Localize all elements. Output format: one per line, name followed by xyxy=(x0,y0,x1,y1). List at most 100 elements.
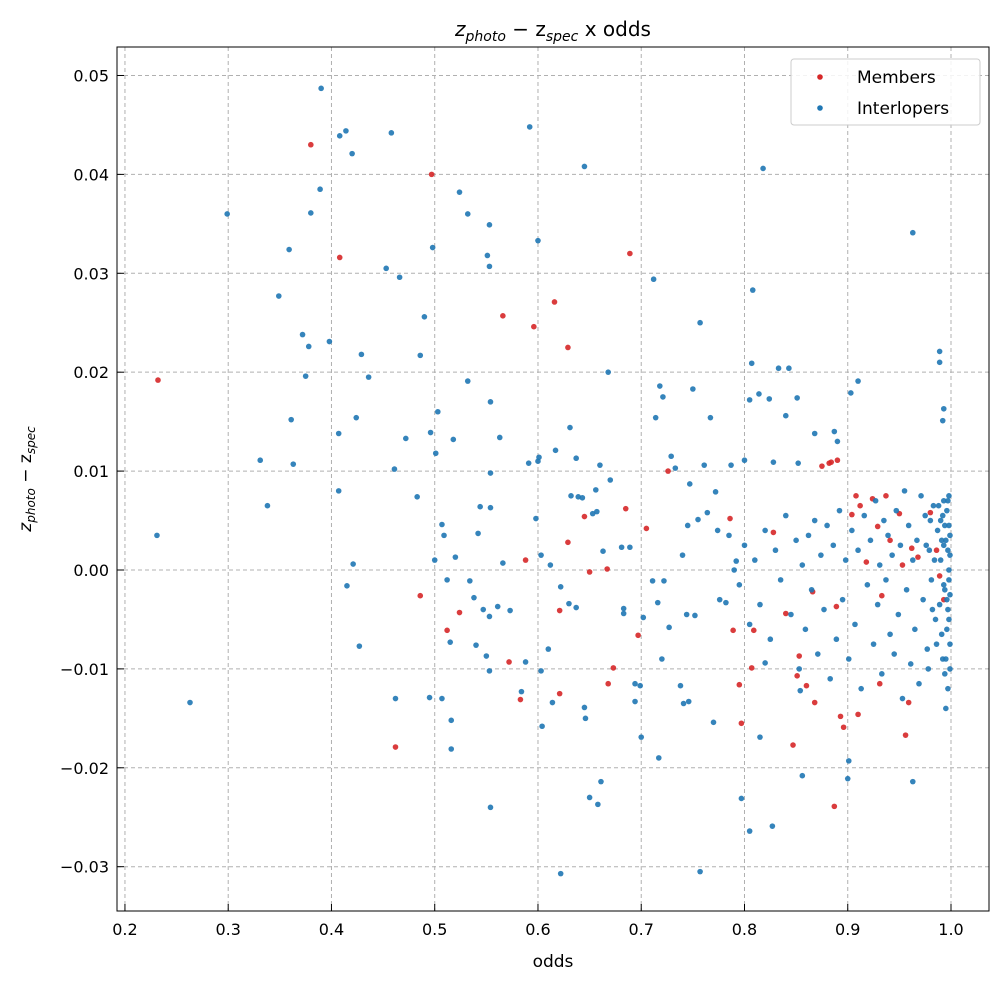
interlopers-point xyxy=(586,794,593,801)
interlopers-point xyxy=(879,671,885,677)
interlopers-point xyxy=(525,460,532,466)
interlopers-point xyxy=(686,481,693,487)
interlopers-point xyxy=(538,668,544,674)
members-point xyxy=(828,459,835,465)
interlopers-point xyxy=(471,594,477,601)
interlopers-point xyxy=(439,521,445,528)
interlopers-point xyxy=(652,414,659,421)
interlopers-point xyxy=(945,547,951,554)
interlopers-point xyxy=(796,666,803,672)
interlopers-point xyxy=(579,494,586,501)
interlopers-point xyxy=(808,586,815,593)
interlopers-point xyxy=(690,386,696,392)
members-point xyxy=(417,592,424,599)
interlopers-point xyxy=(767,636,774,643)
interlopers-point xyxy=(876,562,883,568)
interlopers-point xyxy=(620,610,627,617)
members-point xyxy=(803,682,810,689)
members-point xyxy=(927,509,934,516)
interlopers-point xyxy=(925,666,932,672)
interlopers-point xyxy=(595,801,601,808)
members-point xyxy=(879,592,885,599)
interlopers-point xyxy=(650,276,657,283)
interlopers-point xyxy=(946,567,952,573)
interlopers-point xyxy=(916,680,922,687)
interlopers-point xyxy=(923,542,930,549)
interlopers-point xyxy=(224,211,230,217)
x-tick-label: 0.2 xyxy=(112,920,137,939)
interlopers-point xyxy=(353,414,360,421)
interlopers-point xyxy=(912,626,918,633)
interlopers-point xyxy=(710,719,717,726)
interlopers-point xyxy=(707,414,714,421)
interlopers-point xyxy=(938,631,945,638)
y-tick-label: 0.03 xyxy=(73,264,109,283)
interlopers-point xyxy=(187,699,193,706)
x-axis-label: odds xyxy=(533,952,574,972)
members-point xyxy=(770,529,777,536)
interlopers-point xyxy=(573,604,579,611)
interlopers-point xyxy=(946,616,952,623)
members-point xyxy=(604,566,610,572)
interlopers-point xyxy=(932,616,939,623)
members-point xyxy=(565,344,571,351)
interlopers-point xyxy=(929,606,936,613)
interlopers-point xyxy=(757,601,763,608)
interlopers-point xyxy=(660,394,666,400)
interlopers-point xyxy=(940,542,947,549)
interlopers-point xyxy=(731,567,737,573)
interlopers-point xyxy=(618,544,625,551)
interlopers-point xyxy=(752,557,758,563)
interlopers-point xyxy=(704,509,711,516)
members-point xyxy=(522,557,529,563)
interlopers-point xyxy=(936,348,943,355)
x-tick-label: 1.0 xyxy=(938,920,963,939)
interlopers-point xyxy=(494,603,501,610)
interlopers-point xyxy=(726,532,732,539)
interlopers-point xyxy=(396,274,403,281)
interlopers-point xyxy=(391,466,398,472)
members-point xyxy=(738,720,745,727)
y-tick-label: −0.02 xyxy=(60,759,109,778)
interlopers-point xyxy=(557,870,564,877)
interlopers-point xyxy=(567,424,573,431)
interlopers-point xyxy=(936,601,943,608)
interlopers-point xyxy=(568,493,574,499)
interlopers-point xyxy=(733,558,740,564)
interlopers-point xyxy=(712,489,719,495)
interlopers-point xyxy=(736,582,743,588)
interlopers-point xyxy=(582,715,589,722)
interlopers-point xyxy=(317,186,323,193)
interlopers-point xyxy=(486,668,493,674)
x-tick-label: 0.5 xyxy=(422,920,447,939)
interlopers-point xyxy=(598,778,604,785)
interlopers-point xyxy=(935,502,942,509)
members-point xyxy=(833,603,840,610)
interlopers-point xyxy=(632,698,638,705)
interlopers-point xyxy=(299,331,306,338)
interlopers-point xyxy=(833,636,840,643)
interlopers-point xyxy=(533,515,539,522)
interlopers-point xyxy=(659,656,665,662)
legend: Members Interlopers xyxy=(790,58,981,126)
interlopers-point xyxy=(937,517,944,524)
interlopers-point xyxy=(824,522,830,529)
interlopers-point xyxy=(940,582,947,588)
members-point xyxy=(863,559,870,565)
interlopers-point xyxy=(496,434,503,441)
members-point xyxy=(428,171,435,178)
interlopers-point xyxy=(793,537,799,544)
interlopers-point xyxy=(927,517,934,524)
interlopers-point xyxy=(480,606,487,613)
interlopers-point xyxy=(714,527,721,534)
members-point xyxy=(308,141,314,148)
interlopers-point xyxy=(597,462,603,468)
interlopers-point xyxy=(535,237,541,244)
interlopers-point xyxy=(290,461,297,467)
interlopers-point xyxy=(448,746,455,752)
interlopers-point xyxy=(905,522,912,529)
interlopers-point xyxy=(815,651,821,657)
interlopers-point xyxy=(946,522,952,529)
interlopers-point xyxy=(581,704,588,711)
